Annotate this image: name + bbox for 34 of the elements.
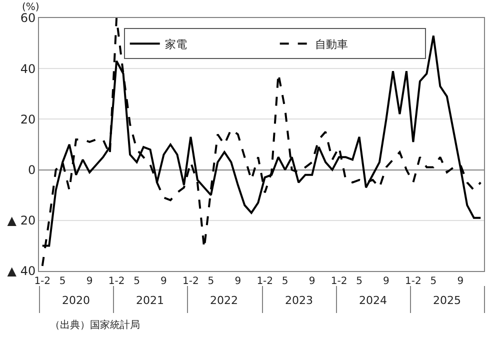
x-tick-label: 5 xyxy=(356,276,362,287)
x-tick-label: 9 xyxy=(383,276,390,287)
y-tick-label: ▲ 40 xyxy=(7,264,36,278)
y-tick-label: 0 xyxy=(28,163,36,177)
y-tick-label: 60 xyxy=(20,11,36,26)
y-tick-label: 40 xyxy=(20,62,36,76)
x-tick-label: 1-2 xyxy=(108,276,125,287)
text: 2022 xyxy=(210,294,238,307)
x-tick-label: 1-2 xyxy=(330,276,348,287)
text: （出典）国家統計局 xyxy=(50,319,140,331)
legend-label: 自動車 xyxy=(314,38,348,51)
y-tick-label: 20 xyxy=(20,112,36,126)
text: 2024 xyxy=(359,294,387,307)
x-tick-label: 9 xyxy=(308,276,316,287)
x-tick-label: 9 xyxy=(457,276,464,287)
x-tick-label: 5 xyxy=(59,276,66,287)
x-tick-label: 9 xyxy=(86,276,93,287)
y-tick-label: ▲ 20 xyxy=(7,214,36,228)
x-tick-label: 1-2 xyxy=(34,276,51,287)
y-axis-title: (%) xyxy=(22,2,40,13)
x-tick-label: 1-2 xyxy=(256,276,274,287)
text: 2023 xyxy=(285,294,313,307)
legend-label: 家電 xyxy=(164,38,187,51)
text: 2021 xyxy=(136,294,164,307)
x-tick-label: 5 xyxy=(282,276,288,287)
x-tick-label: 1-2 xyxy=(182,276,199,287)
x-tick-label: 5 xyxy=(430,276,437,287)
text: 2025 xyxy=(433,294,461,307)
x-tick-label: 1-2 xyxy=(405,276,422,287)
x-tick-label: 5 xyxy=(134,276,140,287)
x-tick-label: 9 xyxy=(160,276,167,287)
text: 2020 xyxy=(62,294,90,307)
x-tick-label: 9 xyxy=(234,276,242,287)
x-tick-label: 5 xyxy=(208,276,214,287)
